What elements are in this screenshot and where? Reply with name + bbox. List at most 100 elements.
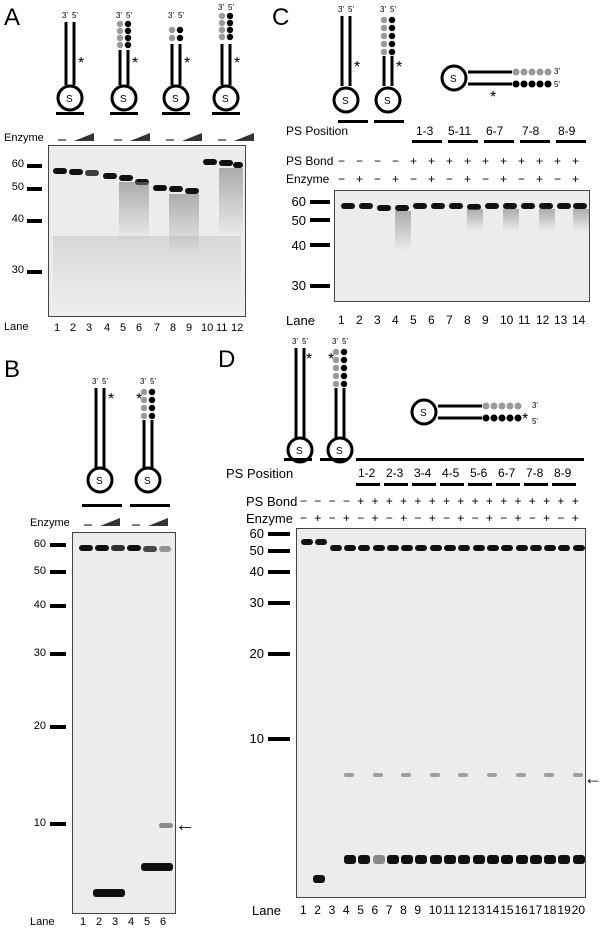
lane-number: 10 — [201, 322, 214, 334]
panel-d-underline — [284, 458, 312, 461]
gel-band — [515, 773, 526, 777]
lane-number: 4 — [342, 903, 350, 917]
panel-b-schematics: 3' 5' * S 3' 5' * S — [86, 377, 162, 494]
ps-bond-sign: + — [410, 154, 418, 168]
marker-tick — [268, 737, 290, 741]
enzyme-sign: + — [428, 511, 436, 525]
enzyme-sign: − — [528, 511, 536, 525]
gel-band — [444, 855, 456, 864]
lane-number: 11 — [443, 903, 456, 917]
gel-band — [558, 855, 571, 864]
lane-number: 12 — [231, 322, 244, 334]
enzyme-sign: − — [414, 511, 422, 525]
lane-number: 4 — [392, 313, 399, 327]
ps-bond-sign: − — [300, 494, 308, 508]
ps-position: 7-8 — [526, 466, 544, 480]
enzyme-sign: − — [482, 172, 490, 186]
gel-band — [486, 855, 499, 864]
svg-text:S: S — [336, 446, 343, 457]
svg-text:3': 3' — [332, 337, 338, 346]
ps-bond-sign: − — [392, 154, 400, 168]
ps-bond-sign: − — [328, 494, 336, 508]
ps-position-bar — [520, 140, 550, 143]
ps-bond-sign: + — [536, 154, 544, 168]
lane-number: 6 — [371, 903, 379, 917]
ps-position-bar — [524, 483, 548, 486]
gel-band — [449, 203, 463, 209]
ps-bond-sign: + — [400, 494, 408, 508]
gel-band — [141, 863, 173, 871]
ps-bond-sign: + — [414, 494, 422, 508]
lane-number: 3 — [86, 322, 93, 334]
gel-band — [169, 186, 183, 192]
lane-number: 11 — [216, 322, 228, 334]
enzyme-sign: + — [572, 172, 580, 186]
lane-number: 18 — [543, 903, 557, 917]
svg-text:3': 3' — [532, 401, 538, 410]
gel-band — [358, 855, 371, 864]
gel-band — [529, 545, 542, 551]
svg-text:*: * — [328, 351, 334, 368]
ps-position: 7-8 — [522, 124, 540, 138]
ps-bond-sign: + — [485, 494, 493, 508]
panel-b-enzyme-label: Enzyme — [30, 517, 70, 529]
svg-text:5': 5' — [390, 5, 396, 14]
gel-band — [329, 545, 342, 551]
gel-band — [372, 773, 383, 777]
lane-number: 1 — [338, 313, 345, 327]
enzyme-sign: − — [518, 172, 526, 186]
marker-label: 30 — [33, 647, 46, 659]
gel-band — [515, 855, 528, 864]
panel-d-enzyme-label: Enzyme — [246, 511, 293, 526]
enzyme-sign: + — [464, 172, 472, 186]
gel-band — [127, 545, 141, 551]
gel-band — [372, 855, 385, 864]
gel-band — [313, 875, 325, 883]
lane-number: 2 — [96, 916, 103, 928]
svg-text:3': 3' — [380, 5, 386, 14]
lane-number: 1 — [80, 916, 87, 928]
svg-text:*: * — [234, 55, 240, 72]
lane-number: 13 — [471, 903, 485, 917]
svg-text:3': 3' — [116, 11, 122, 20]
lane-number: 12 — [536, 313, 550, 327]
gel-band — [386, 855, 399, 864]
svg-text:S: S — [66, 94, 73, 105]
svg-text:5': 5' — [342, 337, 348, 346]
gel-band — [343, 855, 356, 864]
panel-b-letter: B — [4, 356, 21, 383]
ps-bond-sign: + — [572, 154, 580, 168]
gel-band — [429, 855, 442, 864]
gel-band — [53, 168, 67, 174]
gel-band — [401, 855, 414, 864]
gel-band — [539, 203, 553, 209]
marker-tick — [50, 822, 66, 826]
gel-smear — [467, 209, 483, 231]
panel-b-underline — [82, 504, 122, 507]
lane-number: 7 — [154, 322, 161, 334]
lane-number: 2 — [356, 313, 363, 327]
panel-c-ps-bond-label: PS Bond — [286, 154, 334, 168]
svg-text:S: S — [120, 94, 127, 105]
ps-bond-sign: + — [428, 494, 436, 508]
ps-position: 6-7 — [498, 466, 516, 480]
svg-text:*: * — [354, 59, 360, 76]
enzyme-sign: + — [485, 511, 493, 525]
gel-band — [413, 203, 427, 209]
ps-position-bar — [496, 483, 520, 486]
panel-d-underline — [356, 458, 584, 461]
gel-band — [95, 545, 109, 551]
marker-label: 40 — [291, 238, 306, 253]
gel-band — [458, 545, 471, 551]
gel-band — [572, 855, 585, 864]
enzyme-sign: + — [536, 172, 544, 186]
marker-tick — [27, 164, 42, 168]
ps-bond-sign: + — [471, 494, 479, 508]
lane-number: 1 — [300, 903, 307, 917]
ps-position: 1-3 — [416, 124, 434, 138]
panel-c-gel — [334, 190, 590, 302]
ps-bond-sign: + — [528, 494, 536, 508]
lane-number: 3 — [374, 313, 381, 327]
gel-band — [501, 855, 514, 864]
lane-number: 8 — [170, 322, 177, 334]
